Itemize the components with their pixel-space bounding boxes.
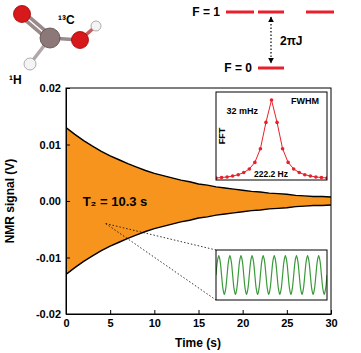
series-marker [242,171,246,175]
series-marker [281,147,285,151]
level-line [306,11,334,14]
x-tick-label: 30 [325,317,337,329]
y-tick-label: -0.02 [36,308,61,320]
y-tick-mark [66,201,70,202]
energy-levels: F = 1 F = 0 2πJ [192,5,334,75]
plot-frame [216,250,327,300]
series-line [216,100,327,178]
plot-frame [66,88,331,314]
atom [24,58,36,70]
y-axis: -0.02 -0.01 0.00 0.01 0.02 [36,82,70,320]
series-marker [309,174,313,178]
annotation: T₂ = 10.3 s [83,194,148,209]
level-line [258,11,284,14]
series-marker [275,121,279,125]
plot-area [216,256,327,295]
signal-inset [216,250,327,300]
y-tick-label: 0.00 [40,195,61,207]
main-chart: 0 5 10 15 20 25 30 -0.02 -0.01 0.00 0.01 0.02 Time (… [3,82,338,350]
y-tick-label: -0.01 [36,252,61,264]
x-tick: 30 [325,310,337,329]
x-axis-line [67,314,332,315]
plot-area [216,98,327,180]
series-marker [231,174,235,178]
x-tick-label: 15 [193,317,205,329]
inset-background [216,92,327,180]
series-marker [264,121,268,125]
level-label: F = 1 [192,5,220,19]
splitting-arrow [270,17,271,63]
y-tick-mark [66,88,70,89]
x-tick-mark [199,310,200,314]
plot-frame [216,92,327,180]
y-tick: -0.01 [36,252,70,264]
series-marker [253,161,257,165]
level-label: F = 0 [224,61,252,75]
series-marker [320,176,324,180]
atom-label: ¹³C [58,13,75,27]
series-marker [270,98,274,102]
series-marker [236,173,240,177]
x-tick-label: 5 [108,317,114,329]
atom [91,21,101,31]
atom [72,32,89,49]
x-tick: 25 [281,310,293,329]
series-marker [225,175,229,179]
y-tick-label: 0.01 [40,139,61,151]
y-tick-mark [66,258,70,259]
series-marker [314,175,318,179]
x-tick: 20 [237,310,249,329]
x-axis: 0 5 10 15 20 25 30 [63,310,337,329]
atom-label: ¹H [9,73,22,87]
x-axis-title: Time (s) [175,336,221,350]
y-axis-title: FFT [217,127,227,144]
y-axis-title: NMR signal (V) [3,159,17,244]
zoom-connectors [106,224,216,300]
y-tick: 0.02 [40,82,70,94]
atom [14,6,31,23]
x-tick: 5 [108,310,114,329]
x-tick-label: 25 [281,317,293,329]
x-tick: 15 [193,310,205,329]
series-marker [286,161,290,165]
figure: ¹³C ¹H F = 1 F = 0 2πJ 0 5 10 15 20 25 30 -0.02 -0.01… [0,0,361,353]
y-tick-mark [66,314,70,315]
y-tick-mark [66,145,70,146]
splitting-label: 2πJ [280,34,303,48]
x-tick-mark [154,310,155,314]
y-tick: 0.00 [40,195,70,207]
connector-line [106,224,216,250]
x-tick-mark [287,310,288,314]
y-tick: 0.01 [40,139,70,151]
molecule: ¹³C ¹H [9,6,101,88]
annotation: 32 mHz [226,106,258,116]
level-line [258,67,284,70]
x-tick-mark [110,310,111,314]
series-line [216,256,327,295]
atom [40,28,60,48]
x-tick-label: 20 [237,317,249,329]
level-line [226,11,254,14]
x-tick-mark [243,310,244,314]
y-tick: -0.02 [36,308,70,320]
series-marker [220,176,224,180]
fft-inset: FFT FWHM 32 mHz 222.2 Hz [214,92,329,180]
inset-background [216,250,327,300]
series-marker [297,171,301,175]
annotation: 222.2 Hz [254,169,288,179]
annotation: FWHM [291,96,319,106]
x-tick: 10 [149,310,161,329]
x-tick-label: 10 [149,317,161,329]
series-marker [292,167,296,171]
series-marker [259,147,263,151]
series-marker [248,167,252,171]
connector-line [106,224,216,300]
series-marker [303,173,307,177]
y-tick-label: 0.02 [40,82,61,94]
x-tick-label: 0 [63,317,69,329]
x-tick-mark [331,310,332,314]
